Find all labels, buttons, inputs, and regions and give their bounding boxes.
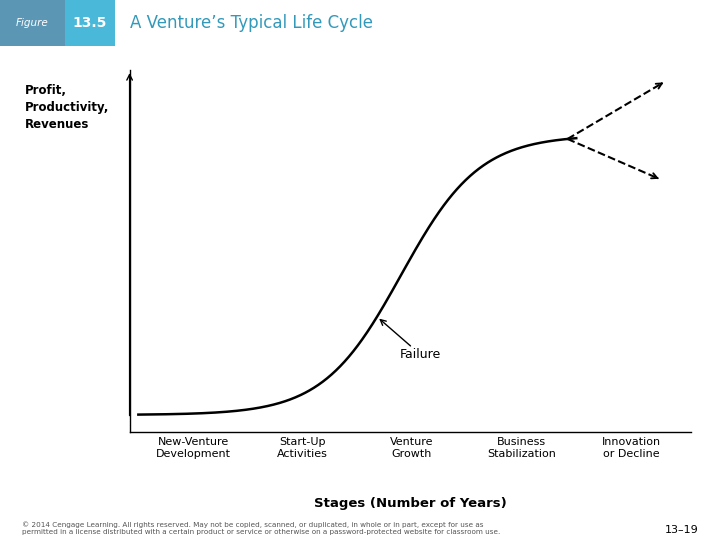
Text: © 2014 Cengage Learning. All rights reserved. May not be copied, scanned, or dup: © 2014 Cengage Learning. All rights rese…: [22, 521, 500, 535]
FancyBboxPatch shape: [65, 0, 115, 46]
Text: A Venture’s Typical Life Cycle: A Venture’s Typical Life Cycle: [130, 14, 373, 32]
FancyBboxPatch shape: [0, 0, 65, 46]
Text: New-Venture
Development: New-Venture Development: [156, 437, 230, 458]
Text: Venture
Growth: Venture Growth: [390, 437, 433, 458]
Text: Innovation
or Decline: Innovation or Decline: [601, 437, 660, 458]
Text: 13–19: 13–19: [665, 524, 698, 535]
Text: Business
Stabilization: Business Stabilization: [487, 437, 556, 458]
Text: Failure: Failure: [380, 320, 441, 361]
Text: Stages (Number of Years): Stages (Number of Years): [314, 497, 507, 510]
Text: Start-Up
Activities: Start-Up Activities: [277, 437, 328, 458]
Text: Profit,
Productivity,
Revenues: Profit, Productivity, Revenues: [25, 84, 109, 131]
Text: Figure: Figure: [16, 18, 49, 28]
Text: 13.5: 13.5: [73, 16, 107, 30]
